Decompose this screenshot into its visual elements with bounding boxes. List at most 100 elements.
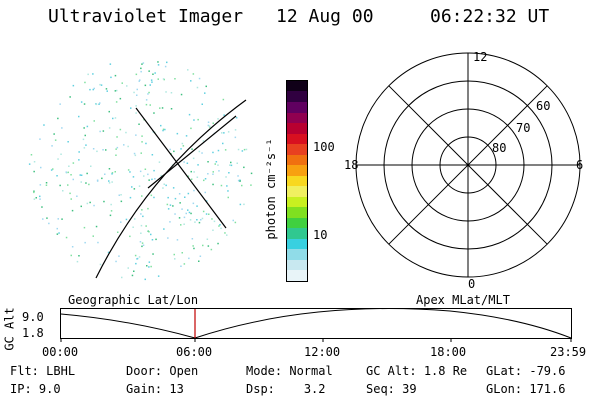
image-pixel	[83, 127, 85, 129]
image-pixel	[76, 260, 79, 263]
timeline-left-label: Geographic Lat/Lon	[68, 293, 199, 307]
image-pixel	[57, 218, 59, 220]
image-pixel	[135, 262, 137, 265]
image-pixel	[204, 178, 207, 180]
image-pixel	[201, 152, 203, 154]
image-pixel	[72, 84, 75, 87]
image-pixel	[179, 202, 181, 204]
image-pixel	[92, 73, 94, 75]
image-pixel	[136, 94, 138, 96]
image-pixel	[28, 163, 31, 165]
image-pixel	[147, 93, 149, 95]
image-pixel	[150, 233, 152, 236]
image-pixel	[158, 161, 161, 163]
image-pixel	[108, 182, 111, 184]
image-pixel	[120, 194, 122, 196]
image-pixel	[148, 70, 150, 72]
image-pixel	[212, 151, 214, 154]
image-pixel	[198, 260, 200, 262]
image-pixel	[65, 171, 67, 173]
image-pixel	[45, 182, 48, 184]
image-pixel	[140, 232, 142, 234]
image-pixel	[145, 225, 147, 227]
image-pixel	[141, 135, 143, 137]
image-pixel	[98, 103, 100, 105]
image-pixel	[103, 200, 105, 203]
image-pixel	[120, 221, 122, 223]
colorbar-segment	[287, 196, 307, 208]
terminator-curve	[95, 99, 247, 279]
image-pixel	[227, 131, 230, 133]
image-pixel	[193, 189, 195, 192]
image-pixel	[241, 184, 243, 187]
image-pixel	[115, 148, 117, 150]
image-pixel	[67, 141, 69, 143]
image-pixel	[131, 274, 134, 277]
image-pixel	[192, 73, 195, 75]
image-pixel	[145, 103, 148, 106]
image-pixel	[33, 198, 36, 200]
image-pixel	[79, 174, 81, 176]
gc-alt-info: GC Alt: 1.8 Re	[366, 364, 468, 378]
image-pixel	[214, 163, 216, 165]
colorbar-segment	[287, 228, 307, 239]
image-pixel	[212, 173, 214, 175]
image-pixel	[187, 209, 189, 211]
image-pixel	[186, 162, 189, 164]
image-pixel	[56, 233, 59, 235]
image-pixel	[46, 217, 48, 219]
image-pixel	[141, 209, 143, 211]
image-pixel	[61, 127, 63, 129]
image-pixel	[150, 194, 153, 197]
image-pixel	[200, 219, 202, 221]
image-pixel	[96, 179, 99, 181]
image-pixel	[167, 208, 170, 210]
image-pixel	[201, 217, 204, 220]
image-pixel	[227, 196, 229, 199]
image-pixel	[51, 145, 53, 147]
image-pixel	[234, 221, 237, 224]
timeline-right-label: Apex MLat/MLT	[416, 293, 510, 307]
image-pixel	[190, 80, 192, 82]
image-pixel	[212, 229, 214, 231]
image-pixel	[116, 89, 118, 92]
image-pixel	[152, 73, 154, 75]
colorbar-tick-100: 100	[313, 140, 335, 154]
image-pixel	[225, 176, 227, 178]
colorbar-segment	[287, 133, 307, 145]
image-pixel	[213, 220, 216, 223]
image-pixel	[166, 203, 169, 206]
colorbar-segment	[287, 123, 307, 134]
image-pixel	[62, 190, 64, 192]
time-label: 06:22:32 UT	[430, 6, 550, 27]
image-pixel	[52, 168, 54, 170]
image-pixel	[215, 161, 218, 163]
image-pixel	[92, 235, 94, 237]
image-pixel	[115, 101, 118, 103]
image-pixel	[56, 175, 58, 177]
image-pixel	[185, 135, 188, 137]
image-pixel	[165, 91, 167, 93]
image-pixel	[187, 69, 189, 71]
image-pixel	[111, 181, 113, 183]
image-pixel	[99, 83, 101, 86]
image-pixel	[96, 180, 99, 182]
image-pixel	[218, 170, 220, 172]
timeline-xtick-label-3: 18:00	[430, 345, 467, 359]
image-pixel	[201, 103, 203, 105]
image-pixel	[135, 134, 137, 136]
image-pixel	[89, 88, 91, 91]
image-pixel	[181, 208, 183, 210]
image-pixel	[239, 180, 241, 182]
image-pixel	[93, 87, 95, 90]
image-pixel	[33, 170, 35, 173]
image-pixel	[134, 218, 136, 220]
image-pixel	[207, 124, 210, 127]
image-pixel	[48, 222, 50, 225]
image-pixel	[100, 84, 103, 86]
image-pixel	[105, 149, 107, 151]
image-pixel	[132, 226, 134, 228]
date-label: 12 Aug 00	[276, 6, 374, 27]
image-pixel	[114, 117, 117, 119]
image-pixel	[131, 186, 133, 188]
